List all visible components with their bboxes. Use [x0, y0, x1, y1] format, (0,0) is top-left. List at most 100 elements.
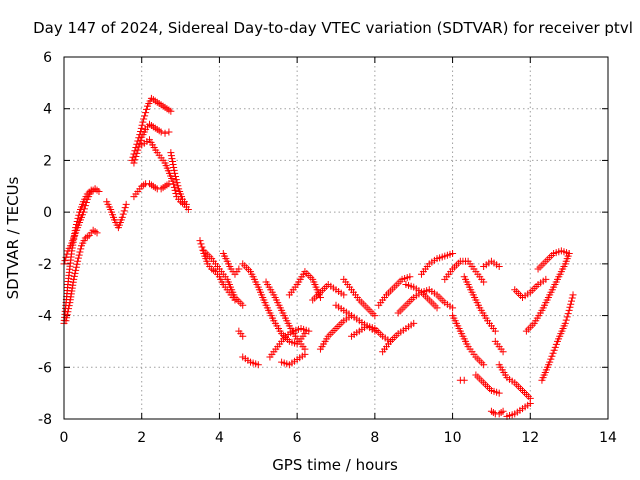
y-axis-label: SDTVAR / TECUs [4, 176, 22, 299]
data-point [547, 355, 555, 363]
x-tick-labels: 0 2 4 6 8 10 12 14 [60, 430, 617, 446]
data-point [64, 308, 72, 316]
data-point [480, 278, 488, 286]
data-point [480, 361, 488, 369]
data-point [81, 202, 89, 210]
data-point [70, 275, 78, 283]
series-arc-4 [103, 198, 130, 232]
data-point [138, 121, 146, 129]
data-point [169, 160, 177, 168]
data-point [72, 266, 80, 274]
series-arc-8 [138, 136, 192, 214]
series-arc-14 [239, 353, 262, 369]
data-point [169, 177, 177, 185]
data-point [301, 350, 309, 358]
x-tick-label: 6 [293, 430, 302, 446]
data-point [93, 229, 101, 237]
data-point [460, 376, 468, 384]
series-arc-34 [480, 257, 503, 270]
data-point [71, 269, 79, 277]
y-tick-label: 4 [43, 102, 52, 118]
data-point [410, 319, 418, 327]
data-point [141, 112, 149, 120]
data-point [499, 348, 507, 356]
y-tick-label: 6 [43, 50, 52, 66]
data-point [340, 291, 348, 299]
data-point [551, 343, 559, 351]
data-point [120, 207, 128, 215]
data-point [91, 185, 99, 193]
data-point [567, 300, 575, 308]
data-point [239, 332, 247, 340]
data-point [74, 254, 82, 262]
data-point [167, 149, 175, 157]
data-point [131, 156, 139, 164]
data-point [63, 250, 71, 258]
data-point [184, 206, 192, 214]
series-arc-17 [266, 325, 313, 361]
grid [64, 57, 608, 419]
y-tick-label: -6 [38, 360, 52, 376]
series-arc-37 [503, 399, 534, 420]
data-point [563, 313, 571, 321]
data-point [562, 316, 570, 324]
data-point [137, 136, 145, 144]
data-points [60, 94, 577, 420]
data-point [171, 169, 179, 177]
data-point [142, 109, 150, 117]
series-arc-41 [538, 291, 577, 384]
data-point [552, 340, 560, 348]
data-point [173, 179, 181, 187]
x-tick-label: 0 [60, 430, 69, 446]
data-point [77, 245, 85, 253]
data-point [305, 327, 313, 335]
data-point [171, 186, 179, 194]
data-point [130, 159, 138, 167]
data-point [70, 272, 78, 280]
data-point [406, 273, 414, 281]
series-arc-42 [491, 337, 507, 356]
data-point [132, 153, 140, 161]
series-arc-11 [200, 247, 247, 309]
data-point [196, 237, 204, 245]
data-point [74, 257, 82, 265]
data-point [168, 155, 176, 163]
data-point [549, 349, 557, 357]
data-point [65, 302, 73, 310]
data-point [119, 210, 127, 218]
data-point [239, 301, 247, 309]
series-arc-38 [511, 275, 550, 301]
x-axis-label: GPS time / hours [272, 456, 398, 474]
data-point [170, 180, 178, 188]
data-point [565, 306, 573, 314]
data-point [170, 166, 178, 174]
y-tick-label: -2 [38, 257, 52, 273]
data-point [75, 251, 83, 259]
data-point [63, 311, 71, 319]
x-tick-label: 4 [215, 430, 224, 446]
plot-frame [63, 56, 609, 420]
data-point [167, 107, 175, 115]
data-point [73, 260, 81, 268]
data-point [301, 330, 309, 338]
series-arc-30 [441, 257, 488, 286]
series-arc-36 [495, 361, 534, 402]
data-point [566, 303, 574, 311]
data-point [182, 200, 190, 208]
data-point [565, 250, 573, 258]
series-arc-3 [62, 226, 101, 325]
data-point [167, 152, 175, 160]
data-point [65, 305, 73, 313]
data-point [172, 190, 180, 198]
data-point [140, 115, 148, 123]
data-point [137, 124, 145, 132]
data-point [118, 213, 126, 221]
data-point [449, 304, 457, 312]
data-point [161, 129, 169, 137]
series-arc-35 [456, 376, 468, 384]
x-tick-label: 8 [370, 430, 379, 446]
series-arc-21 [309, 281, 348, 304]
x-tick-label: 10 [444, 430, 462, 446]
